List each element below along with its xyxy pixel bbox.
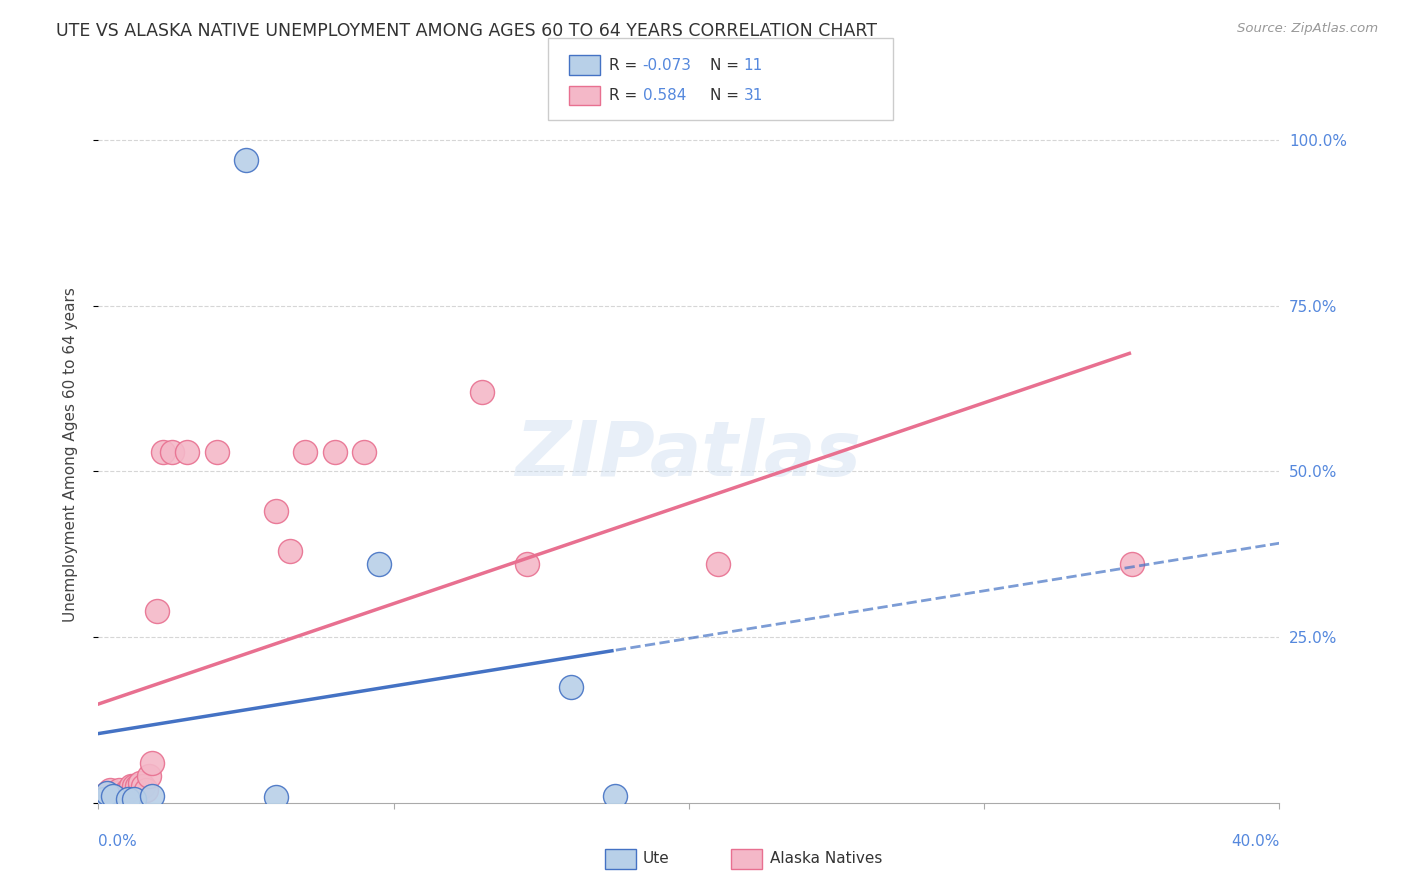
Text: -0.073: -0.073 [643,58,692,72]
Text: 0.584: 0.584 [643,88,686,103]
Text: 31: 31 [744,88,763,103]
Point [96,786,118,800]
Point [122,792,145,806]
Text: N =: N = [710,88,744,103]
Point [98,782,121,797]
Point [138,769,160,783]
Point [103,789,125,804]
Point [141,789,163,804]
Point [162,444,183,458]
Point [264,504,287,518]
Point [120,779,142,793]
Point [707,558,730,572]
Point [141,756,163,770]
Point [125,779,148,793]
Point [152,444,174,458]
Point [278,544,302,558]
Point [117,782,139,797]
Point [471,384,494,399]
Point [93,789,115,804]
Point [235,153,257,167]
Text: Ute: Ute [643,851,669,865]
Point [96,786,118,800]
Point [93,792,115,806]
Point [264,790,287,805]
Text: Source: ZipAtlas.com: Source: ZipAtlas.com [1237,22,1378,36]
Text: 40.0%: 40.0% [1232,834,1279,849]
Point [323,444,346,458]
Point [353,444,375,458]
Point [135,782,157,797]
Point [122,779,145,793]
Text: ZIPatlas: ZIPatlas [516,418,862,491]
Point [117,792,139,806]
Point [368,558,391,572]
Point [105,786,128,800]
Text: 0.0%: 0.0% [98,834,138,849]
Text: UTE VS ALASKA NATIVE UNEMPLOYMENT AMONG AGES 60 TO 64 YEARS CORRELATION CHART: UTE VS ALASKA NATIVE UNEMPLOYMENT AMONG … [56,22,877,40]
Point [294,444,316,458]
Point [515,558,537,572]
Point [176,444,198,458]
Text: R =: R = [609,88,643,103]
Y-axis label: Unemployment Among Ages 60 to 64 years: Unemployment Among Ages 60 to 64 years [63,287,77,623]
Text: R =: R = [609,58,643,72]
Point [111,789,134,804]
Point [128,776,150,790]
Point [605,789,627,804]
Point [560,680,582,694]
Point [146,604,169,618]
Point [103,789,125,804]
Text: Alaska Natives: Alaska Natives [770,851,883,865]
Text: N =: N = [710,58,744,72]
Point [132,779,155,793]
Point [1121,558,1143,572]
Point [205,444,228,458]
Point [114,786,136,800]
Point [108,782,131,797]
Text: 11: 11 [744,58,763,72]
